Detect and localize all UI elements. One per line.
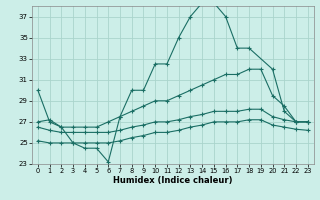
- X-axis label: Humidex (Indice chaleur): Humidex (Indice chaleur): [113, 176, 233, 185]
